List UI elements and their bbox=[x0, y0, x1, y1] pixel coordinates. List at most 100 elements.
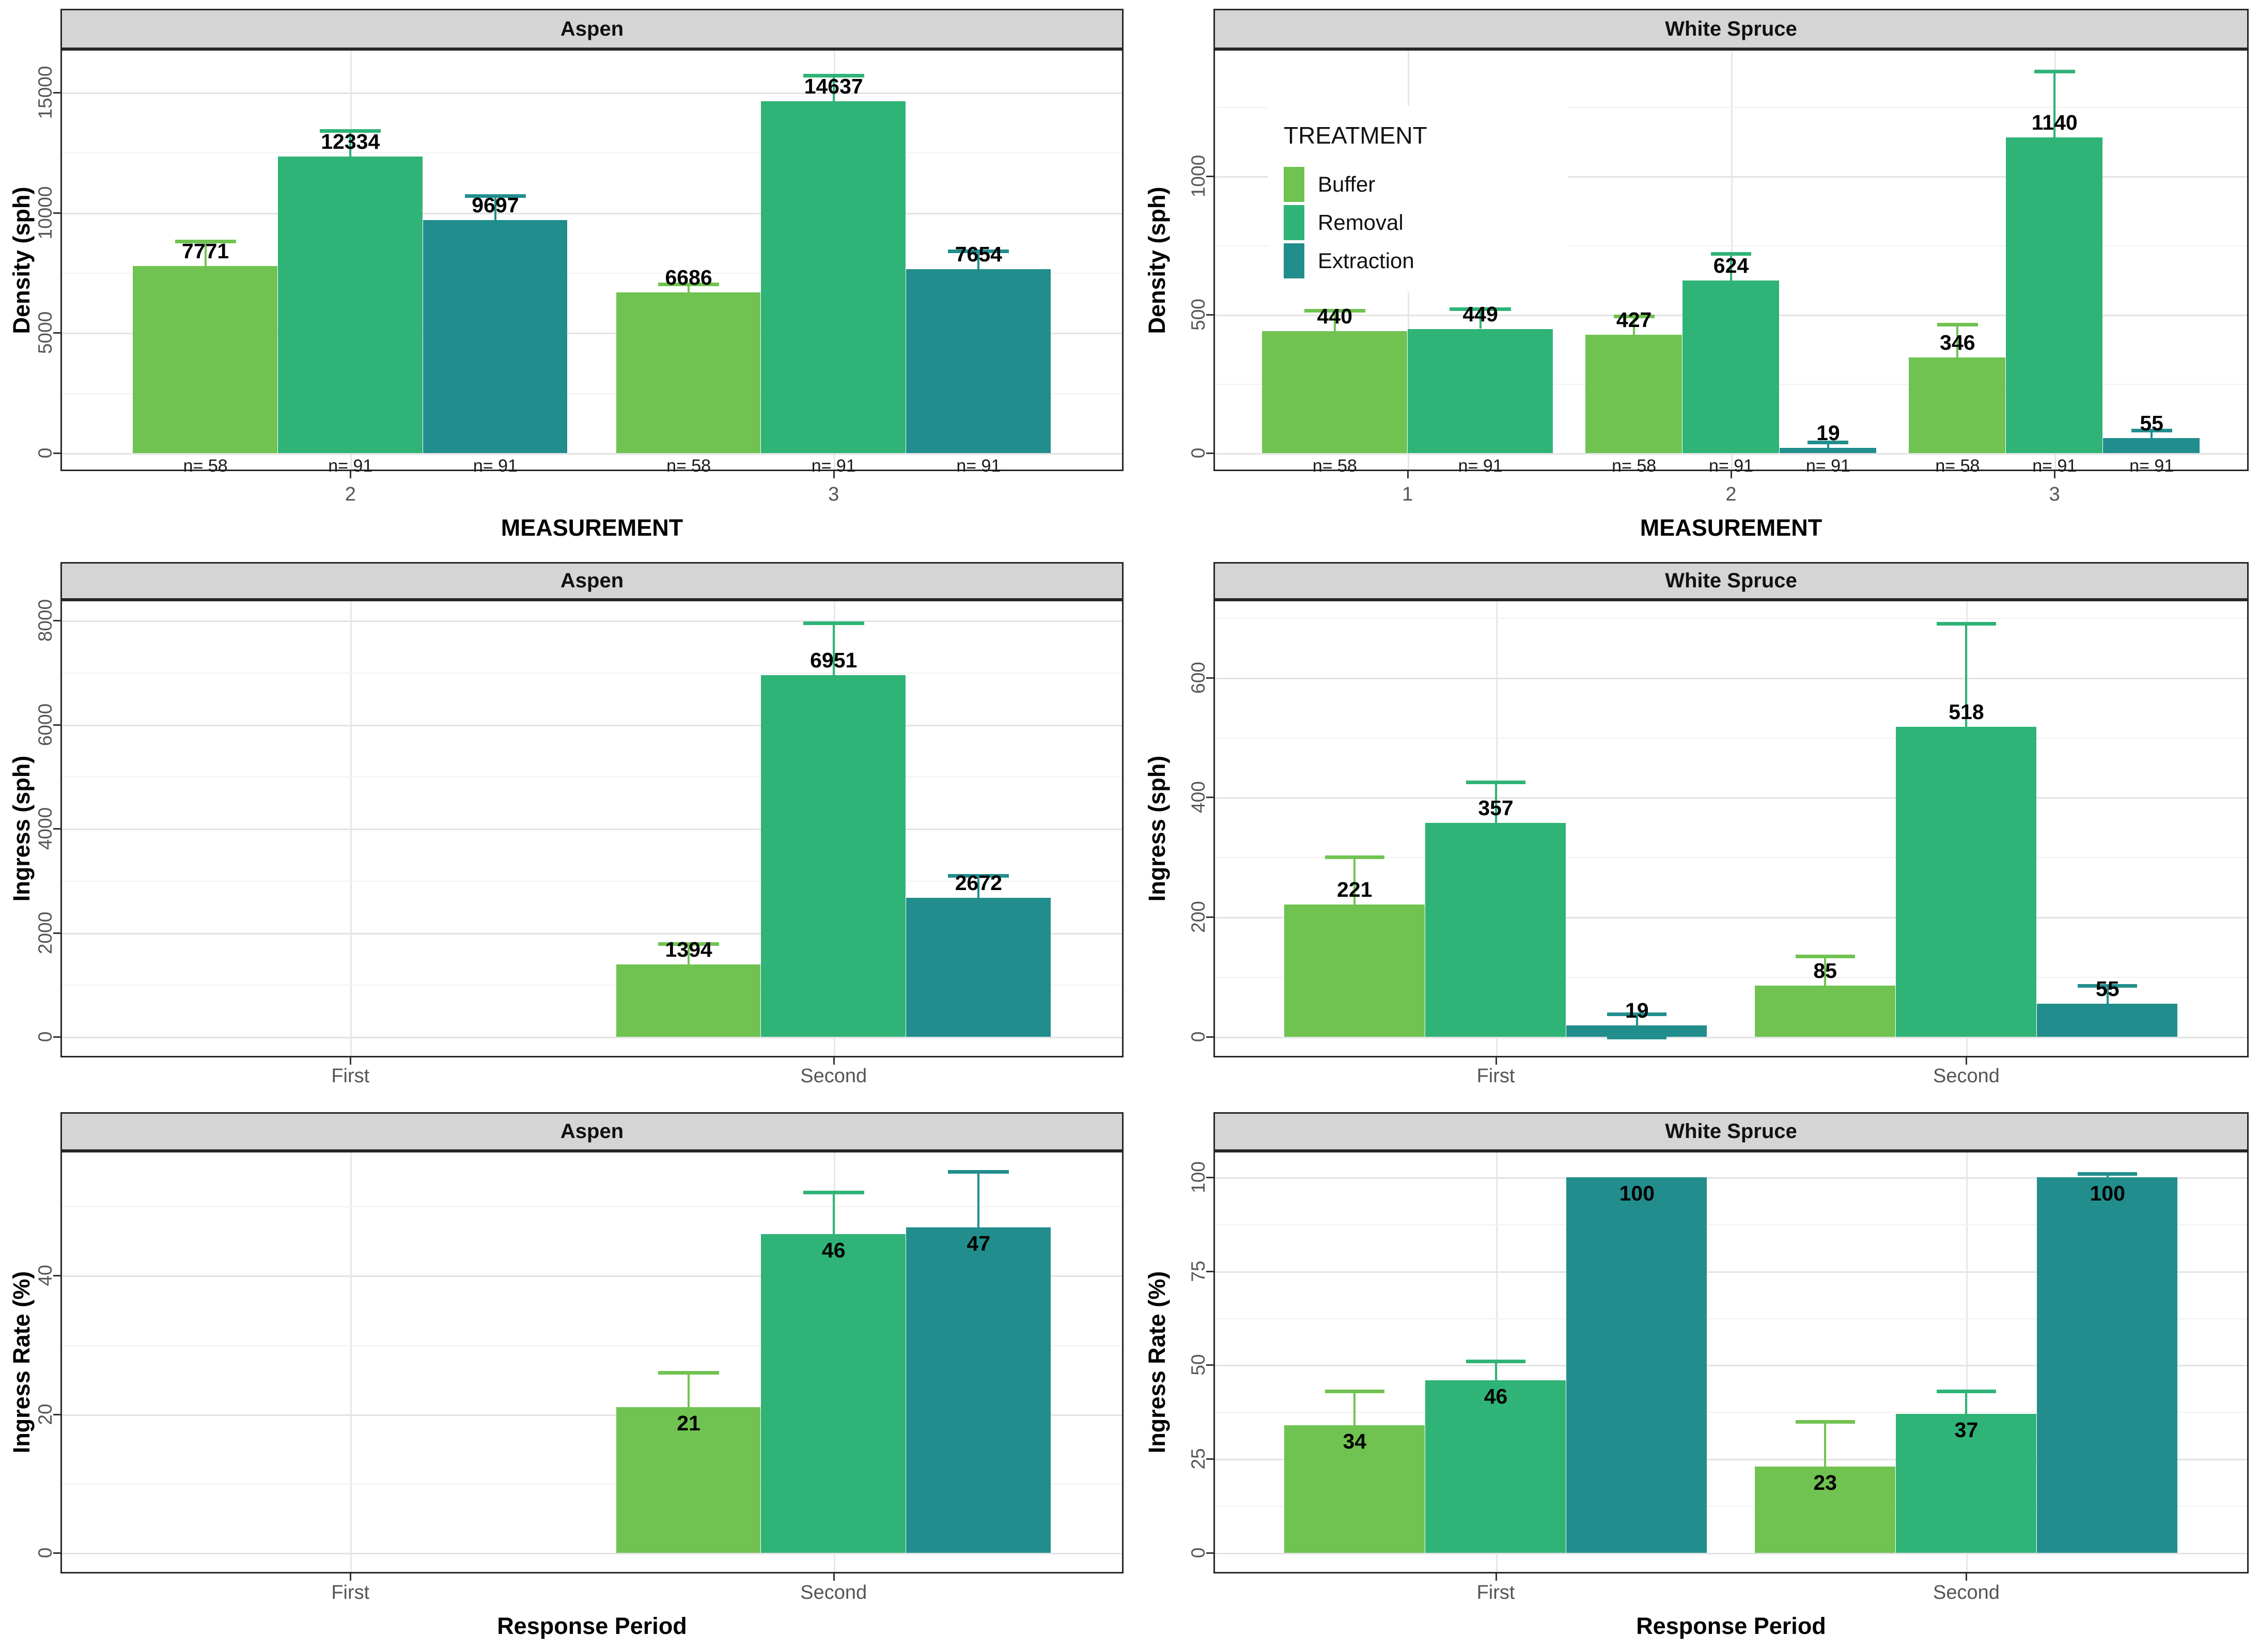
treatment-legend: TREATMENT Buffer Removal Extraction bbox=[1268, 106, 1568, 292]
bar-removal bbox=[1425, 823, 1566, 1037]
minor-gridline bbox=[62, 1345, 1122, 1346]
minor-gridline bbox=[62, 152, 1122, 154]
legend-label: Buffer bbox=[1318, 172, 1376, 196]
error-bar-cap bbox=[320, 129, 381, 133]
bar-buffer bbox=[1754, 1466, 1895, 1553]
error-bar-stem bbox=[2106, 986, 2109, 1004]
x-tick-mark bbox=[1495, 1573, 1497, 1581]
y-tick-mark bbox=[1206, 677, 1213, 679]
y-tick-label: 600 bbox=[1188, 661, 1209, 694]
error-bar-cap bbox=[1466, 781, 1525, 785]
y-tick-label: 0 bbox=[35, 1547, 56, 1559]
bar-value-label: 19 bbox=[1816, 420, 1840, 445]
error-bar-stem bbox=[204, 241, 207, 267]
y-tick-mark bbox=[53, 1036, 60, 1038]
major-gridline bbox=[62, 724, 1122, 726]
bar-buffer bbox=[1909, 357, 2006, 453]
bar-value-label: 55 bbox=[2140, 411, 2163, 435]
error-bar-cap bbox=[1613, 314, 1655, 318]
error-bar-stem bbox=[1635, 1014, 1638, 1025]
y-tick-mark bbox=[53, 620, 60, 622]
major-gridline bbox=[1215, 1037, 2247, 1038]
y-tick-mark bbox=[1206, 1176, 1213, 1178]
error-bar-stem bbox=[1824, 956, 1827, 986]
bar-value-label: 100 bbox=[1619, 1181, 1655, 1205]
y-tick-label: 0 bbox=[1188, 447, 1209, 459]
y-tick-mark bbox=[53, 1275, 60, 1277]
bar-buffer bbox=[616, 292, 761, 453]
y-tick-label: 10000 bbox=[35, 186, 56, 239]
error-bar-cap bbox=[1808, 440, 1849, 444]
error-bar-stem bbox=[688, 943, 690, 964]
bar-buffer bbox=[616, 1407, 761, 1553]
y-tick-mark bbox=[1206, 176, 1213, 178]
bar-extraction bbox=[2037, 1004, 2178, 1037]
major-gridline bbox=[62, 932, 1122, 934]
minor-gridline bbox=[1215, 617, 2247, 619]
bar-removal bbox=[1682, 280, 1779, 453]
bar-value-label: 46 bbox=[821, 1238, 846, 1262]
y-tick-mark bbox=[53, 212, 60, 214]
bar-value-label: 85 bbox=[1813, 959, 1837, 983]
major-gridline bbox=[1215, 1271, 2247, 1273]
n-count-label: n= 58 bbox=[1935, 456, 1980, 476]
major-gridline bbox=[1215, 1177, 2247, 1179]
x-tick-mark bbox=[350, 471, 352, 478]
error-bar-cap bbox=[1607, 1012, 1667, 1016]
bar-extraction bbox=[1566, 1025, 1707, 1037]
major-gridline bbox=[62, 1275, 1122, 1277]
major-gridline bbox=[62, 1037, 1122, 1038]
extraction-swatch bbox=[1284, 243, 1304, 278]
bar-value-label: 7654 bbox=[955, 242, 1002, 266]
bar-value-label: 14637 bbox=[804, 74, 863, 98]
y-tick-mark bbox=[1206, 797, 1213, 799]
x-axis-title: Response Period bbox=[497, 1613, 687, 1639]
facet-strip: White Spruce bbox=[1213, 1112, 2249, 1151]
y-tick-mark bbox=[53, 1413, 60, 1415]
error-bar-cap bbox=[658, 942, 720, 946]
major-gridline bbox=[62, 212, 1122, 214]
error-bar-cap bbox=[175, 240, 236, 244]
minor-gridline bbox=[1215, 737, 2247, 739]
bar-value-label: 100 bbox=[2090, 1181, 2125, 1205]
x-tick-mark bbox=[1966, 1573, 1968, 1581]
x-axis-title: MEASUREMENT bbox=[501, 515, 683, 541]
legend-item-extraction: Extraction bbox=[1284, 243, 1557, 278]
n-count-label: n= 91 bbox=[1805, 456, 1850, 476]
error-bar-stem bbox=[977, 1172, 980, 1227]
n-count-label: n= 58 bbox=[1312, 456, 1357, 476]
major-gridline bbox=[62, 92, 1122, 94]
major-gridline bbox=[1215, 1365, 2247, 1367]
x-tick-label: First bbox=[1476, 1582, 1515, 1603]
error-bar-stem bbox=[1827, 442, 1829, 448]
x-tick-mark bbox=[1966, 1057, 1968, 1065]
error-bar-cap bbox=[1450, 307, 1511, 311]
x-tick-mark bbox=[833, 1057, 835, 1065]
bar-removal bbox=[761, 101, 906, 453]
x-tick-label: 2 bbox=[345, 484, 356, 505]
major-gridline bbox=[1215, 1553, 2247, 1554]
legend-label: Extraction bbox=[1318, 248, 1414, 273]
bar-value-label: 221 bbox=[1337, 877, 1373, 901]
bar-value-label: 357 bbox=[1478, 796, 1514, 820]
y-tick-label: 500 bbox=[1188, 299, 1209, 331]
x-tick-mark bbox=[833, 471, 835, 478]
y-tick-mark bbox=[53, 1552, 60, 1554]
error-bar-stem bbox=[1333, 310, 1336, 332]
major-gridline bbox=[62, 1414, 1122, 1416]
error-bar-cap bbox=[2034, 69, 2075, 73]
x-tick-mark bbox=[833, 1573, 835, 1581]
y-tick-label: 0 bbox=[1188, 1031, 1209, 1042]
bar-extraction bbox=[2103, 438, 2200, 453]
error-bar-stem bbox=[832, 75, 835, 101]
error-bar-cap bbox=[1325, 855, 1384, 860]
major-gridline bbox=[1215, 797, 2247, 799]
error-bar-cap bbox=[1325, 1390, 1384, 1394]
bar-value-label: 6686 bbox=[665, 265, 712, 289]
bar-value-label: 427 bbox=[1616, 308, 1652, 332]
error-bar-cap bbox=[1937, 322, 1978, 326]
bar-buffer bbox=[1754, 986, 1895, 1037]
error-bar-cap bbox=[2078, 984, 2138, 988]
minor-gridline bbox=[1215, 1506, 2247, 1507]
error-bar-stem bbox=[1965, 624, 1968, 727]
